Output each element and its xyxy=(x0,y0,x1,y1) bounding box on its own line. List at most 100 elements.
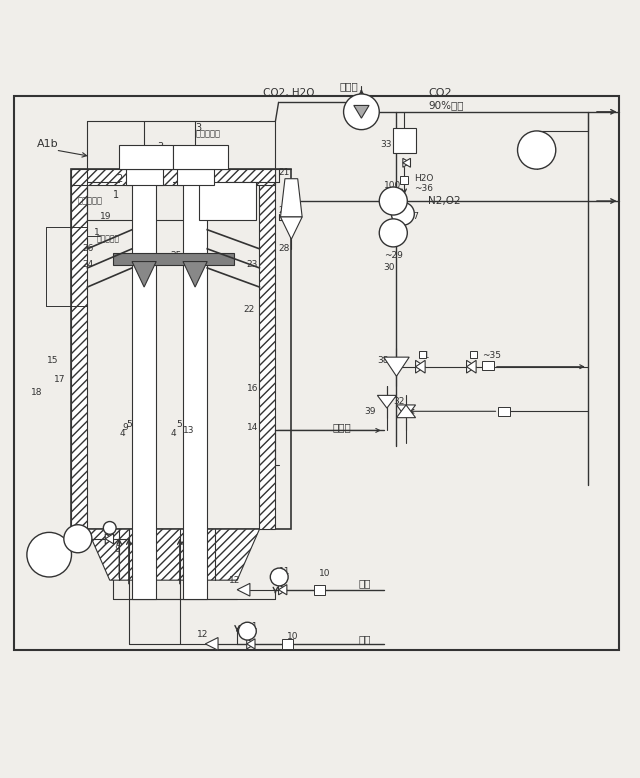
Text: 5: 5 xyxy=(126,419,132,429)
Circle shape xyxy=(380,187,407,215)
Text: 100: 100 xyxy=(384,180,401,190)
Text: 燃料: 燃料 xyxy=(358,578,371,588)
Text: ~35: ~35 xyxy=(483,352,502,360)
Text: 2: 2 xyxy=(116,173,122,184)
Text: 11: 11 xyxy=(246,622,258,631)
Polygon shape xyxy=(415,360,425,373)
Text: 22: 22 xyxy=(244,305,255,314)
Polygon shape xyxy=(278,584,287,595)
Text: 8: 8 xyxy=(115,545,120,554)
Text: 3: 3 xyxy=(157,142,164,152)
Text: ~29: ~29 xyxy=(384,251,403,260)
Text: 水蒸気: 水蒸気 xyxy=(333,422,351,433)
Text: 10: 10 xyxy=(319,569,330,578)
Bar xyxy=(113,254,234,265)
Polygon shape xyxy=(280,179,302,217)
Text: 燃料: 燃料 xyxy=(358,634,371,643)
Bar xyxy=(400,176,408,184)
Bar xyxy=(72,169,88,529)
Text: 16: 16 xyxy=(246,384,258,394)
Text: 12: 12 xyxy=(229,576,241,584)
Bar xyxy=(259,169,275,529)
Text: A1b: A1b xyxy=(36,138,58,149)
Text: （酸化塔）: （酸化塔） xyxy=(78,197,103,205)
Text: N2,O2: N2,O2 xyxy=(428,196,461,206)
Bar xyxy=(125,169,163,185)
Polygon shape xyxy=(278,584,287,595)
Text: 30: 30 xyxy=(384,264,396,272)
Text: 39: 39 xyxy=(365,407,376,415)
Text: 24: 24 xyxy=(83,261,94,269)
Text: ~36: ~36 xyxy=(414,184,433,193)
Text: （酸化塔）: （酸化塔） xyxy=(97,235,120,244)
Polygon shape xyxy=(237,584,250,596)
Polygon shape xyxy=(280,217,302,240)
Text: 21: 21 xyxy=(278,168,290,177)
Text: ~37: ~37 xyxy=(399,212,419,222)
Polygon shape xyxy=(415,360,425,373)
Bar xyxy=(199,182,256,220)
Text: 13: 13 xyxy=(183,426,195,435)
Polygon shape xyxy=(109,313,237,529)
Circle shape xyxy=(344,94,380,130)
Circle shape xyxy=(392,202,414,226)
Text: 31: 31 xyxy=(419,352,430,360)
Text: 1: 1 xyxy=(113,190,119,200)
Text: H2O: H2O xyxy=(414,174,434,183)
Text: 33: 33 xyxy=(381,141,392,149)
Bar xyxy=(394,128,415,153)
Text: 4: 4 xyxy=(170,429,176,438)
Bar xyxy=(119,145,173,169)
Polygon shape xyxy=(132,261,156,287)
Polygon shape xyxy=(183,261,207,287)
Text: 23: 23 xyxy=(246,261,258,269)
Circle shape xyxy=(380,219,407,247)
Text: 5: 5 xyxy=(177,419,182,429)
Text: 7: 7 xyxy=(75,541,81,549)
Text: CO2: CO2 xyxy=(428,88,452,98)
Bar xyxy=(314,584,325,595)
Text: 25: 25 xyxy=(170,251,182,260)
Bar xyxy=(100,179,244,485)
Text: 90%以上: 90%以上 xyxy=(428,100,464,110)
Polygon shape xyxy=(246,639,255,649)
Text: 26: 26 xyxy=(83,244,94,254)
Text: 27: 27 xyxy=(278,206,290,215)
Polygon shape xyxy=(246,639,255,649)
Text: （還元塔）: （還元塔） xyxy=(157,149,182,158)
Text: 15: 15 xyxy=(47,356,59,365)
Text: 32: 32 xyxy=(394,398,404,406)
Polygon shape xyxy=(403,159,410,167)
Bar xyxy=(72,169,275,185)
Text: 6: 6 xyxy=(33,550,38,559)
Text: ~34: ~34 xyxy=(527,162,546,170)
Polygon shape xyxy=(396,405,415,418)
Text: M: M xyxy=(74,534,82,544)
Polygon shape xyxy=(384,357,409,377)
Circle shape xyxy=(239,622,256,640)
Polygon shape xyxy=(467,360,476,373)
Text: 3: 3 xyxy=(196,123,202,133)
Circle shape xyxy=(103,521,116,534)
Text: 17: 17 xyxy=(54,375,65,384)
Polygon shape xyxy=(378,395,396,408)
Polygon shape xyxy=(396,405,415,418)
Bar xyxy=(173,145,228,169)
Bar xyxy=(282,639,293,649)
Text: 11: 11 xyxy=(278,567,290,576)
Polygon shape xyxy=(403,159,410,167)
Polygon shape xyxy=(105,534,113,544)
Circle shape xyxy=(64,524,92,552)
Text: 18: 18 xyxy=(31,387,43,397)
Polygon shape xyxy=(354,106,369,118)
Bar xyxy=(132,179,156,599)
Bar xyxy=(470,351,477,359)
Text: 12: 12 xyxy=(197,630,209,639)
Polygon shape xyxy=(205,637,218,650)
Polygon shape xyxy=(109,313,237,529)
Text: 1: 1 xyxy=(95,229,100,237)
Circle shape xyxy=(27,532,72,577)
Text: （還元塔）: （還元塔） xyxy=(196,130,221,138)
Circle shape xyxy=(518,131,556,169)
Bar xyxy=(419,351,426,359)
